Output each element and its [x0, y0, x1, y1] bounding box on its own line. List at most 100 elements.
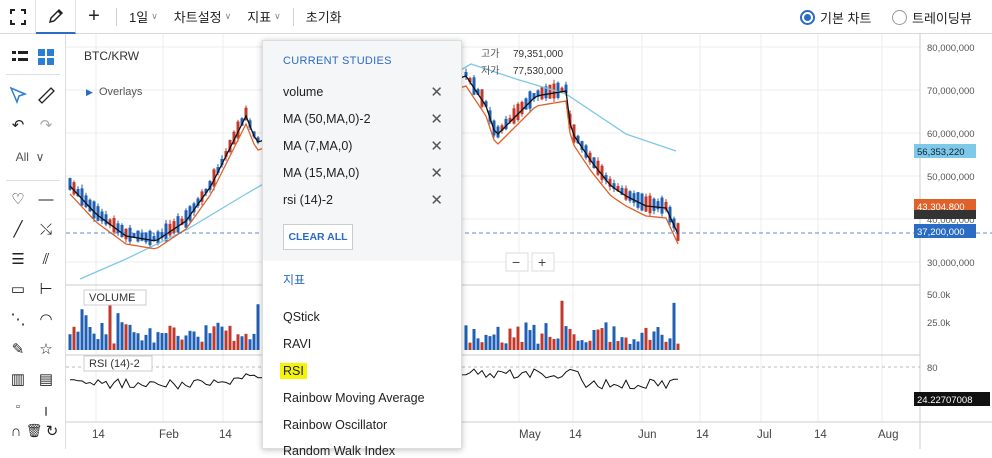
ohlc-low-label: 저가 [481, 65, 499, 77]
redo-icon[interactable]: ↷ [39, 117, 53, 134]
zoom-in-button[interactable] [531, 252, 555, 272]
remove-study-icon[interactable]: ✕ [430, 138, 443, 155]
heart-icon[interactable]: ♡ [11, 191, 25, 208]
list-view-icon[interactable] [6, 44, 34, 70]
study-item[interactable]: MA (7,MA,0) ✕ [283, 138, 443, 155]
volume-bar [484, 334, 488, 350]
volume-bar [116, 313, 120, 350]
bars-icon[interactable]: ▥ [10, 371, 26, 388]
time-tick: Aug [878, 429, 898, 441]
volume-bar [160, 333, 164, 350]
indicator-item[interactable]: QStick [283, 310, 320, 324]
volume-bar [136, 333, 140, 350]
volume-bar [204, 325, 208, 350]
indicator-item-highlighted[interactable]: RSI [280, 363, 307, 379]
volume-bar [196, 336, 200, 350]
trend-line-icon[interactable]: ╱ [13, 221, 23, 238]
volume-bar [232, 340, 236, 350]
volume-bar [464, 325, 468, 350]
overlays-label[interactable]: Overlays [99, 86, 143, 98]
study-item[interactable]: MA (50,MA,0)-2 ✕ [283, 111, 443, 128]
indicator-item[interactable]: Random Walk Index [283, 444, 396, 458]
remove-study-icon[interactable]: ✕ [430, 84, 443, 101]
volume-bar [492, 334, 496, 350]
all-select[interactable]: All ∨ [15, 150, 45, 164]
ohlc-high-value: 79,351,000 [513, 49, 563, 60]
pen-icon[interactable]: ✎ [11, 341, 25, 358]
current-studies-header: CURRENT STUDIES [283, 55, 392, 67]
reset-button[interactable]: 초기화 [298, 0, 350, 34]
volume-bar [172, 327, 176, 350]
time-tick: 14 [219, 429, 232, 441]
rectangle-icon[interactable]: ▭ [10, 281, 26, 298]
expand-icon[interactable] [0, 0, 36, 34]
volume-bar [92, 333, 96, 350]
indicator-item[interactable]: RAVI [283, 337, 312, 351]
volume-bar [624, 337, 628, 350]
volume-bar [184, 335, 188, 350]
price-chart[interactable]: BTC/KRW ▶ Overlays 고가 79,351,000 저가 77,5… [66, 34, 992, 449]
volume-bar [540, 333, 544, 350]
volume-bar [100, 322, 104, 350]
zoom-out-button[interactable] [505, 252, 529, 272]
radio-selected-icon [800, 10, 815, 25]
undo-icon[interactable]: ↶ [11, 117, 25, 134]
price-tick: 80,000,000 [927, 43, 975, 54]
cross-line-icon[interactable]: ⤯ [39, 220, 52, 238]
range-icon[interactable]: ⊢ [39, 281, 53, 298]
magnet-icon[interactable]: ∩ [10, 422, 22, 440]
indicator-item[interactable]: Rainbow Oscillator [283, 418, 388, 432]
overlays-toggle-icon[interactable]: ▶ [86, 87, 93, 97]
volume-bar [228, 325, 232, 350]
rsi-value: 24.22707008 [917, 395, 972, 406]
drawing-toolbar: ↶ ↷ All ∨ ♡ — ╱ ⤯ ☰ ⫽ ▭ ⊢ ⋱ ◠ ✎ ☆ ▥ ▤ ▫ … [0, 34, 66, 449]
studies-panel: CURRENT STUDIES volume ✕ MA (50,MA,0)-2 ✕ … [262, 40, 462, 458]
trash-icon[interactable]: 🗑 [25, 423, 43, 438]
study-item[interactable]: volume ✕ [283, 84, 443, 101]
volume-bar [588, 340, 592, 350]
cursor-icon[interactable] [4, 82, 32, 108]
volume-bar [236, 334, 240, 350]
volume-bar [512, 337, 516, 350]
plus-icon[interactable]: + [88, 5, 100, 27]
mode-tradingview-radio[interactable]: 트레이딩뷰 [892, 8, 972, 27]
vertical-line-icon[interactable]: ╷ [41, 399, 51, 416]
study-item[interactable]: MA (15,MA,0) ✕ [283, 165, 443, 182]
volume-bar [200, 341, 204, 350]
channel-icon[interactable]: ⫽ [42, 250, 50, 268]
chart-settings-menu[interactable]: 차트설정 ∨ [166, 0, 239, 34]
remove-study-icon[interactable]: ✕ [430, 111, 443, 128]
study-label: volume [283, 85, 324, 99]
text-icon[interactable]: ▫ [16, 401, 20, 413]
remove-study-icon[interactable]: ✕ [430, 192, 443, 209]
clear-all-button[interactable]: CLEAR ALL [283, 224, 353, 250]
parallel-lines-icon[interactable]: ☰ [11, 251, 25, 268]
volume-bar [248, 339, 252, 350]
pencil-icon[interactable] [36, 0, 76, 34]
volume-bar [520, 341, 524, 350]
arc-icon[interactable]: ◠ [39, 311, 53, 328]
volume-bar [504, 343, 508, 350]
study-item[interactable]: rsi (14)-2 ✕ [283, 192, 443, 209]
fan-icon[interactable]: ⋱ [10, 311, 26, 328]
period-select[interactable]: 1일 ∨ [121, 0, 166, 34]
volume-bar [76, 331, 80, 350]
volume-bar [132, 332, 136, 350]
table-icon[interactable]: ▤ [38, 371, 54, 388]
reset-drawing-icon[interactable]: ↻ [45, 423, 59, 440]
volume-bar [652, 331, 656, 350]
indicators-menu[interactable]: 지표 ∨ [239, 0, 289, 34]
price-tick: 60,000,000 [927, 129, 975, 140]
indicators-header: 지표 [283, 273, 306, 287]
volume-bar [640, 332, 644, 350]
horizontal-line-icon[interactable]: — [38, 190, 54, 208]
indicator-item[interactable]: Rainbow Moving Average [283, 391, 425, 405]
mode-basic-radio[interactable]: 기본 차트 [800, 8, 871, 27]
study-label: MA (15,MA,0) [283, 166, 360, 180]
remove-study-icon[interactable]: ✕ [430, 165, 443, 182]
volume-bar [572, 334, 576, 350]
grid-view-icon[interactable] [32, 44, 60, 70]
star-icon[interactable]: ☆ [39, 341, 53, 358]
time-tick: 14 [814, 429, 827, 441]
ruler-icon[interactable] [32, 82, 60, 108]
